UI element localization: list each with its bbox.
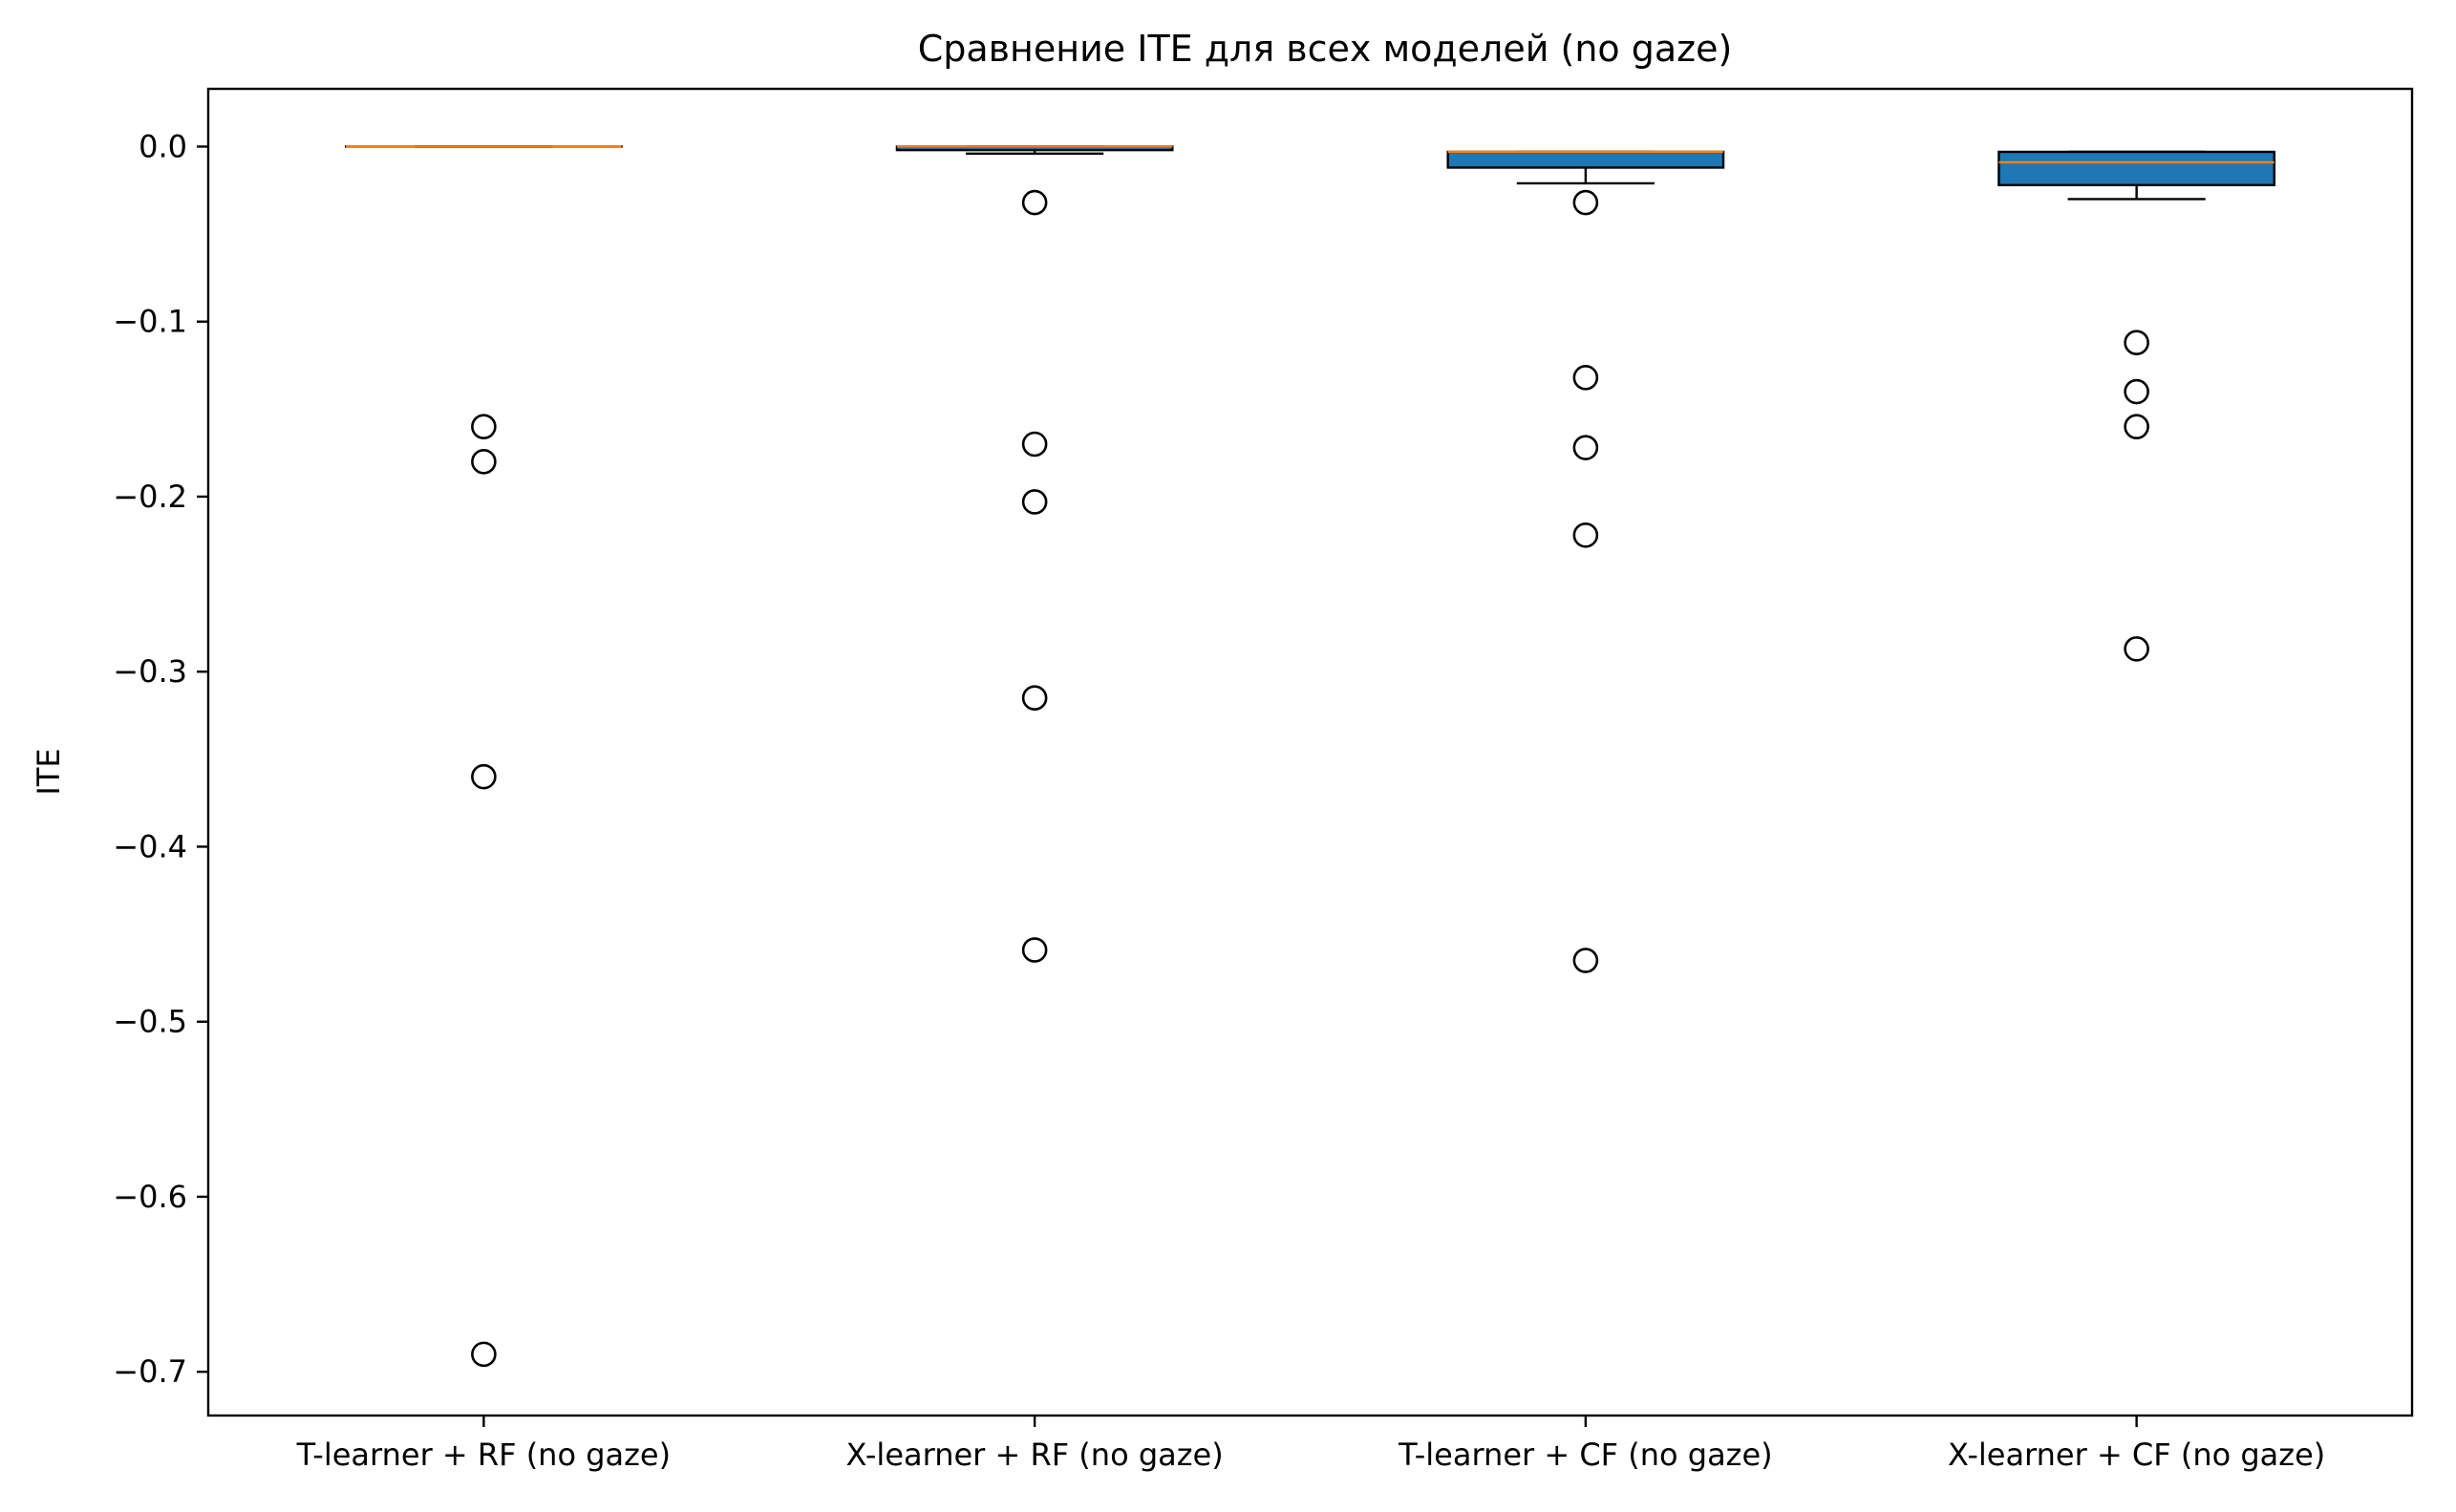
y-tick-label: −0.2 — [113, 479, 187, 515]
x-tick-label: X-learner + CF (no gaze) — [1948, 1437, 2325, 1473]
x-tick-label: X-learner + RF (no gaze) — [846, 1437, 1224, 1473]
y-tick-label: −0.6 — [113, 1179, 187, 1215]
box-body — [1998, 152, 2274, 185]
x-tick-label: T-learner + RF (no gaze) — [296, 1437, 671, 1473]
chart-title: Сравнение ITE для всех моделей (no gaze) — [918, 28, 1733, 70]
x-tick-label: T-learner + CF (no gaze) — [1398, 1437, 1773, 1473]
box-body — [1448, 152, 1723, 167]
y-tick-label: −0.1 — [113, 304, 187, 340]
y-tick-label: −0.4 — [113, 828, 187, 864]
y-tick-label: −0.3 — [113, 653, 187, 690]
y-tick-label: −0.7 — [113, 1353, 187, 1390]
y-axis-label: ITE — [31, 748, 67, 795]
y-tick-label: −0.5 — [113, 1004, 187, 1040]
y-tick-label: 0.0 — [139, 128, 187, 164]
